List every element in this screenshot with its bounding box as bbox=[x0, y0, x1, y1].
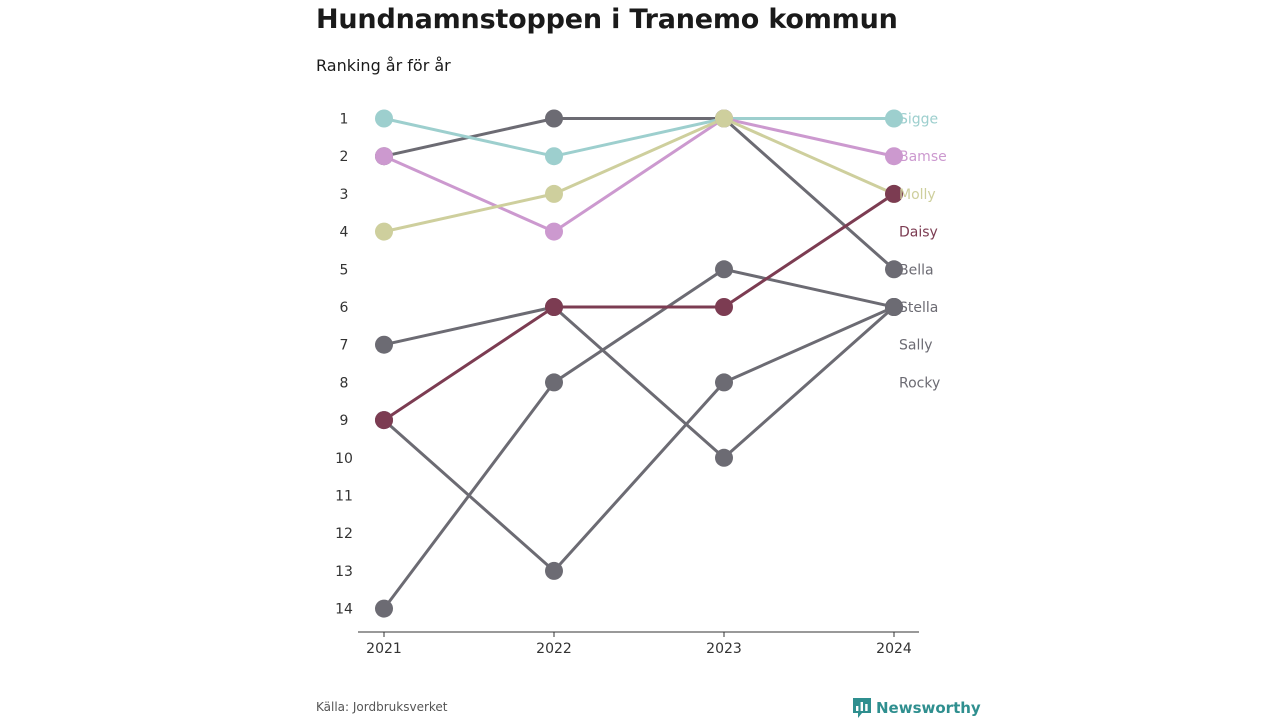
point-stella bbox=[715, 448, 733, 467]
point-molly bbox=[375, 222, 393, 241]
series-label-sally: Sally bbox=[899, 338, 933, 354]
y-tick-label: 2 bbox=[340, 149, 349, 165]
x-tick-label: 2021 bbox=[366, 641, 402, 657]
chart-subtitle: Ranking år för år bbox=[316, 56, 451, 75]
brand[interactable]: Newsworthy bbox=[852, 697, 981, 719]
brand-name: Newsworthy bbox=[876, 699, 981, 717]
series-lines bbox=[382, 117, 896, 611]
y-tick-label: 3 bbox=[340, 187, 349, 203]
x-axis: 2021 2022 2023 2024 bbox=[358, 631, 919, 657]
series-line-stella bbox=[382, 305, 896, 460]
newsworthy-logo-icon bbox=[853, 698, 871, 718]
series-labels: Sigge Bamse Molly Daisy Bella Stella Sally Rock… bbox=[899, 112, 947, 392]
point-bamse bbox=[375, 147, 393, 166]
y-tick-label: 14 bbox=[335, 602, 353, 618]
point-rocky bbox=[715, 373, 733, 392]
y-tick-label: 7 bbox=[340, 338, 349, 354]
series-line-bella bbox=[382, 117, 896, 271]
series-line-sigge bbox=[382, 117, 896, 158]
point-sigge bbox=[885, 109, 903, 128]
series-line-daisy bbox=[382, 192, 896, 422]
x-tick-label: 2024 bbox=[876, 641, 912, 657]
chart-title: Hundnamnstoppen i Tranemo kommun bbox=[316, 4, 898, 35]
series-label-molly: Molly bbox=[899, 187, 936, 203]
point-bella bbox=[885, 260, 903, 279]
series-label-stella: Stella bbox=[899, 300, 938, 316]
series-label-sigge: Sigge bbox=[899, 112, 938, 128]
y-tick-label: 10 bbox=[335, 451, 353, 467]
y-tick-label: 11 bbox=[335, 489, 353, 505]
y-tick-label: 8 bbox=[340, 375, 349, 391]
point-sally bbox=[715, 260, 733, 279]
y-tick-label: 9 bbox=[340, 413, 349, 429]
series-label-daisy: Daisy bbox=[899, 225, 938, 241]
series-points bbox=[375, 109, 903, 618]
point-bamse bbox=[545, 222, 563, 241]
point-rocky bbox=[545, 561, 563, 580]
point-molly bbox=[715, 109, 733, 128]
point-bamse bbox=[885, 147, 903, 166]
point-daisy bbox=[545, 298, 563, 316]
series-line-rocky bbox=[382, 305, 896, 573]
point-sigge bbox=[375, 109, 393, 128]
y-tick-label: 5 bbox=[340, 262, 349, 278]
series-label-rocky: Rocky bbox=[899, 375, 940, 391]
point-sally bbox=[545, 373, 563, 392]
series-line-bamse bbox=[382, 117, 896, 234]
y-tick-label: 6 bbox=[340, 300, 349, 316]
series-line-sally bbox=[382, 267, 896, 611]
point-stella bbox=[375, 335, 393, 354]
point-daisy bbox=[375, 411, 393, 430]
series-label-bella: Bella bbox=[899, 262, 934, 278]
x-tick-label: 2022 bbox=[536, 641, 572, 657]
y-tick-label: 12 bbox=[335, 526, 353, 542]
point-molly bbox=[545, 184, 563, 203]
point-rocky bbox=[885, 298, 903, 316]
point-daisy bbox=[885, 184, 903, 203]
point-sigge bbox=[545, 147, 563, 166]
series-label-bamse: Bamse bbox=[899, 149, 947, 165]
y-tick-label: 4 bbox=[340, 225, 349, 241]
x-tick-label: 2023 bbox=[706, 641, 742, 657]
point-sally bbox=[375, 599, 393, 618]
point-bella bbox=[545, 109, 563, 128]
series-line-molly bbox=[382, 117, 896, 234]
source-note: Källa: Jordbruksverket bbox=[316, 700, 448, 714]
y-tick-label: 13 bbox=[335, 564, 353, 580]
y-tick-label: 1 bbox=[340, 112, 349, 128]
point-daisy bbox=[715, 298, 733, 316]
